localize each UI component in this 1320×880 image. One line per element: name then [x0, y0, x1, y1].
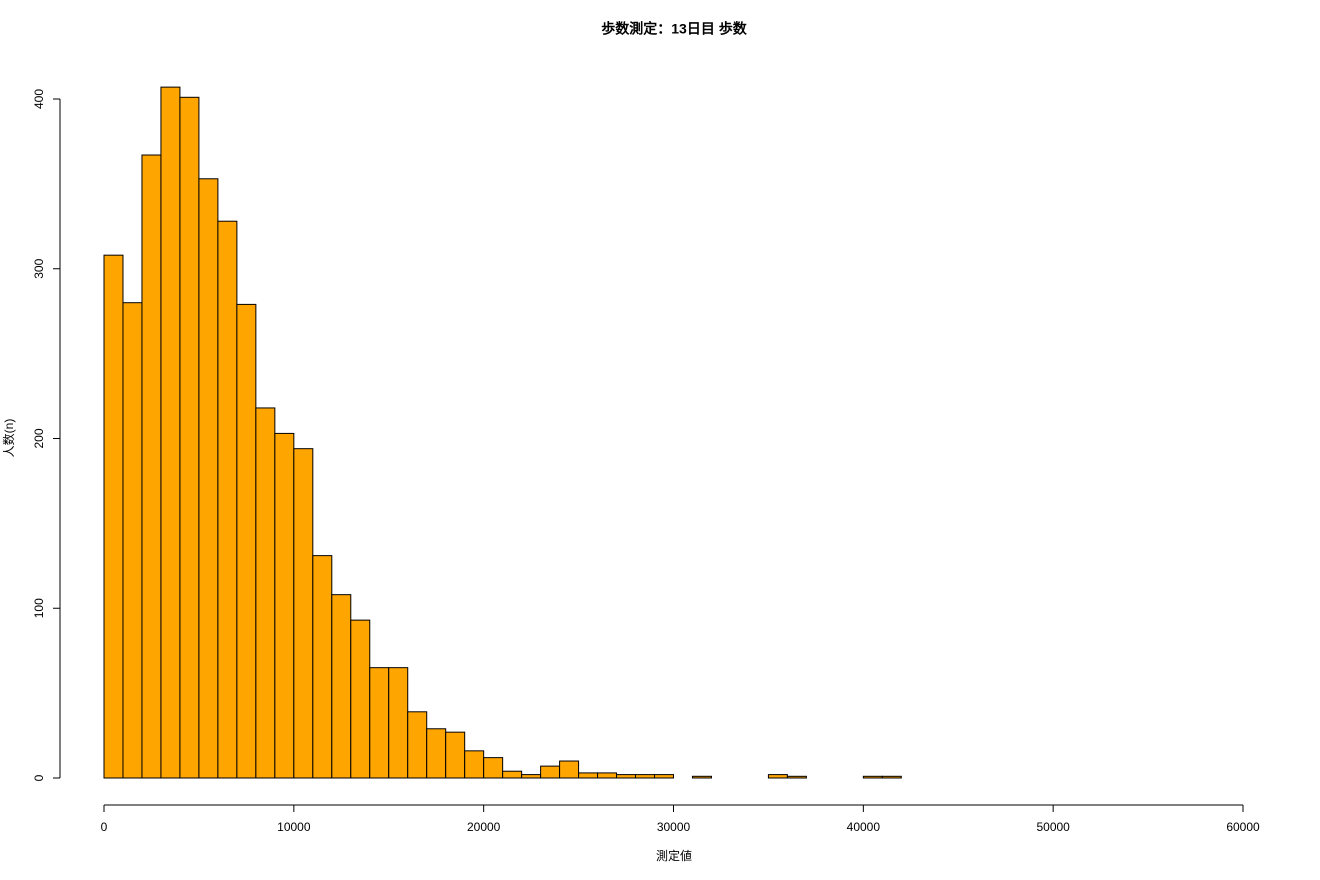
x-tick-label: 60000	[1226, 820, 1260, 834]
bar	[255, 407, 276, 779]
bar	[464, 750, 485, 779]
bar	[654, 774, 674, 779]
y-tick-label: 100	[32, 598, 46, 618]
x-tick-label: 40000	[847, 820, 881, 834]
bar	[559, 760, 580, 779]
bar	[141, 154, 162, 779]
y-tick-label: 400	[32, 89, 46, 109]
x-tick-label: 0	[101, 820, 108, 834]
bar	[786, 775, 807, 779]
y-axis-label: 人数(n)	[1, 419, 16, 458]
bar	[407, 711, 428, 779]
bar	[350, 619, 371, 779]
bar	[217, 220, 238, 779]
bar	[635, 774, 656, 779]
bar	[578, 772, 599, 779]
bar	[198, 178, 219, 779]
bar	[767, 774, 788, 779]
x-tick-label: 10000	[277, 820, 311, 834]
bar	[160, 86, 181, 779]
x-tick-label: 20000	[467, 820, 501, 834]
bar	[122, 302, 143, 779]
x-tick-label: 30000	[657, 820, 691, 834]
bar	[179, 96, 200, 779]
bar	[597, 772, 618, 779]
bar	[312, 555, 333, 779]
x-axis-label: 測定値	[656, 848, 692, 863]
bar	[445, 731, 466, 779]
bar	[293, 448, 314, 779]
y-tick-label: 200	[32, 428, 46, 448]
bar	[483, 757, 504, 779]
bar	[388, 667, 409, 779]
bar	[369, 667, 390, 779]
bar	[521, 774, 542, 779]
bar	[881, 775, 902, 779]
bar	[236, 303, 257, 779]
bar	[691, 775, 712, 779]
bar	[502, 770, 523, 779]
bar	[862, 775, 883, 779]
bar	[103, 254, 124, 779]
bar	[331, 594, 352, 779]
bar	[616, 774, 637, 779]
chart-title: 歩数測定：13日目 歩数	[601, 21, 747, 37]
y-tick-label: 0	[32, 774, 46, 781]
y-tick-label: 300	[32, 258, 46, 278]
bar	[274, 432, 295, 779]
x-tick-label: 50000	[1036, 820, 1070, 834]
bar	[426, 728, 447, 779]
bar	[540, 765, 561, 779]
